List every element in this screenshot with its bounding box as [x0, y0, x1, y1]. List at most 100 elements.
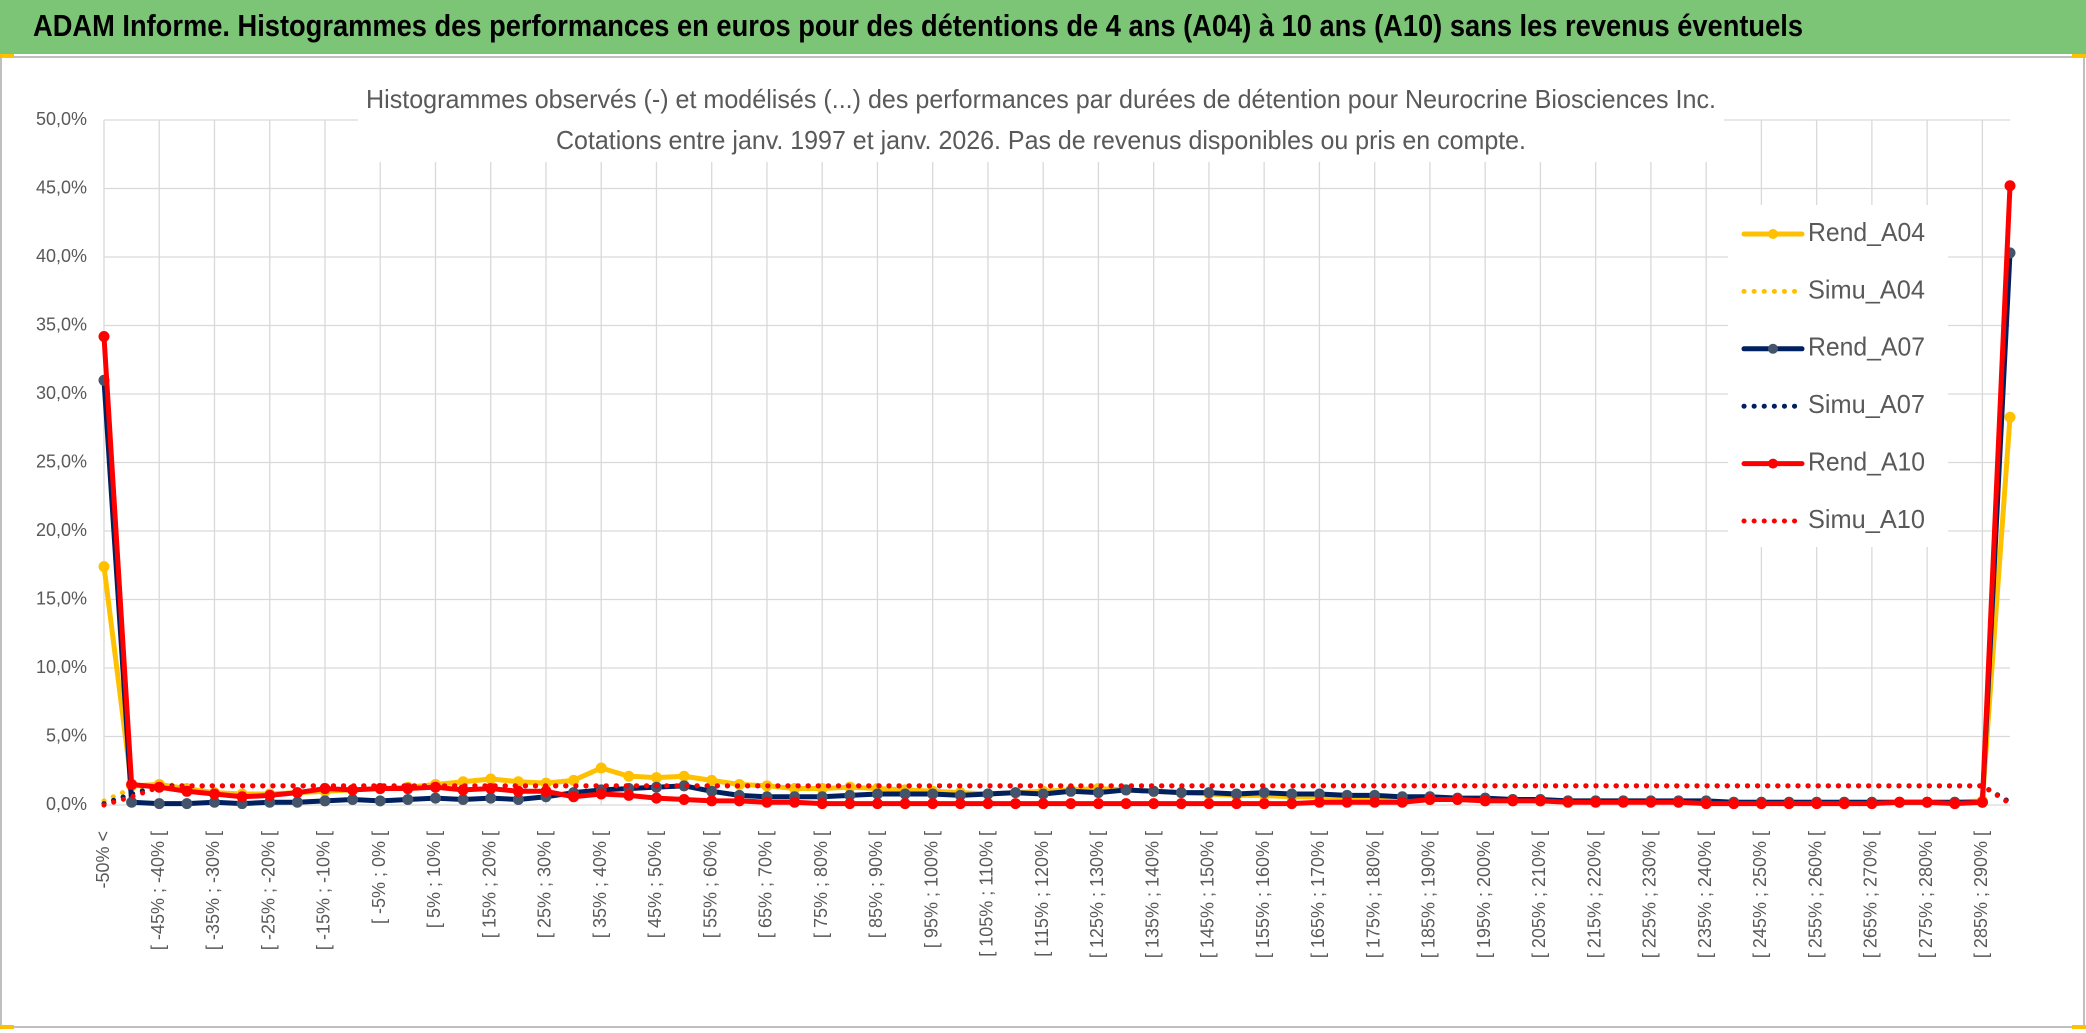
- marker: [1976, 796, 1988, 808]
- x-tick-label: [ 155% ; 160% [: [1253, 831, 1273, 958]
- marker: [595, 788, 607, 800]
- marker: [733, 795, 745, 807]
- marker: [1673, 796, 1685, 808]
- y-tick-label: 40,0%: [36, 246, 87, 266]
- marker: [126, 796, 138, 808]
- marker: [1755, 798, 1767, 810]
- marker: [2004, 411, 2016, 423]
- corner: [2072, 54, 2086, 58]
- x-tick-label: [ 125% ; 130% [: [1087, 831, 1107, 958]
- marker: [1175, 798, 1187, 810]
- legend-marker: [1768, 343, 1778, 354]
- marker: [871, 788, 883, 800]
- marker: [264, 789, 276, 801]
- marker: [1286, 798, 1298, 810]
- x-tick-label: [ 245% ; 250% [: [1750, 831, 1770, 958]
- marker: [319, 795, 331, 807]
- marker: [1010, 787, 1022, 799]
- marker: [1838, 798, 1850, 810]
- marker: [982, 788, 994, 800]
- x-tick-label: [ 115% ; 120% [: [1032, 831, 1052, 957]
- marker: [1590, 796, 1602, 808]
- y-tick-label: 10,0%: [36, 657, 87, 677]
- marker: [1148, 798, 1160, 810]
- marker: [1286, 788, 1298, 800]
- marker: [1120, 798, 1132, 810]
- marker: [402, 794, 414, 806]
- corner: [0, 54, 14, 58]
- marker: [457, 794, 469, 806]
- legend-label: Simu_A07: [1808, 389, 1925, 419]
- grid: -50% < [ -45% ; -40% [[ -35% ; -30% [[ -2…: [36, 109, 2010, 958]
- legend: Rend_A04 Simu_A04 Rend_A07 Simu_A07 Rend_A10…: [1728, 205, 1948, 547]
- marker: [927, 798, 939, 810]
- marker: [1479, 795, 1491, 807]
- marker: [1949, 798, 1961, 810]
- chart-title: Histogrammes observés (-) et modélisés (…: [366, 84, 1716, 114]
- marker: [236, 791, 248, 803]
- marker: [208, 788, 220, 800]
- x-tick-label: [ 175% ; 180% [: [1363, 831, 1383, 958]
- marker: [816, 798, 828, 810]
- marker: [1037, 788, 1049, 800]
- marker: [98, 330, 110, 342]
- marker: [899, 788, 911, 800]
- marker: [1258, 798, 1270, 810]
- marker: [623, 770, 635, 782]
- marker: [650, 772, 662, 784]
- y-tick-label: 0,0%: [46, 794, 87, 814]
- marker: [1866, 798, 1878, 810]
- marker: [291, 796, 303, 808]
- marker: [2004, 180, 2016, 192]
- x-tick-label: [ -35% ; -30% [: [203, 831, 223, 950]
- marker: [429, 792, 441, 804]
- marker: [595, 762, 607, 774]
- series-line: [101, 183, 2013, 807]
- marker: [1921, 796, 1933, 808]
- legend-marker: [1768, 458, 1778, 469]
- marker: [706, 795, 718, 807]
- x-tick-label: [ 235% ; 240% [: [1695, 831, 1715, 958]
- marker: [1231, 788, 1243, 800]
- marker: [1783, 798, 1795, 810]
- marker: [623, 789, 635, 801]
- x-tick-label: [ 15% ; 20% [: [479, 831, 499, 938]
- marker: [126, 778, 138, 790]
- x-tick-label: [ 35% ; 40% [: [590, 831, 610, 938]
- marker: [1700, 798, 1712, 810]
- marker: [871, 798, 883, 810]
- marker: [706, 774, 718, 786]
- marker: [568, 791, 580, 803]
- x-tick-label: [ -45% ; -40% [: [148, 831, 168, 950]
- y-tick-label: 30,0%: [36, 383, 87, 403]
- marker: [291, 787, 303, 799]
- chart-subtitle: Cotations entre janv. 1997 et janv. 2026…: [556, 125, 1526, 155]
- marker: [1728, 798, 1740, 810]
- x-tick-label: [ 215% ; 220% [: [1584, 831, 1604, 958]
- corner: [2072, 1025, 2086, 1029]
- marker: [1231, 798, 1243, 810]
- title-bar: [0, 0, 2086, 54]
- y-tick-label: 5,0%: [46, 725, 87, 745]
- x-tick-label: [ 135% ; 140% [: [1142, 831, 1162, 958]
- page-title: ADAM Informe. Histogrammes des performan…: [33, 8, 1803, 43]
- x-tick-label: [ 285% ; 290% [: [1971, 831, 1991, 958]
- marker: [1203, 798, 1215, 810]
- marker: [181, 785, 193, 797]
- x-tick-label: [ 25% ; 30% [: [535, 831, 555, 938]
- x-tick-label: [ 165% ; 170% [: [1308, 831, 1328, 958]
- legend-label: Simu_A10: [1808, 504, 1925, 534]
- marker: [678, 794, 690, 806]
- marker: [98, 561, 110, 573]
- legend-label: Rend_A04: [1808, 217, 1925, 247]
- x-tick-label: [ 55% ; 60% [: [700, 831, 720, 938]
- y-tick-label: 25,0%: [36, 451, 87, 471]
- legend-label: Simu_A04: [1808, 274, 1925, 304]
- x-tick-label: [ 5% ; 10% [: [424, 831, 444, 928]
- marker: [1010, 798, 1022, 810]
- legend-marker: [1768, 229, 1778, 239]
- marker: [1313, 796, 1325, 808]
- x-tick-label: [ 45% ; 50% [: [645, 831, 665, 938]
- marker: [927, 788, 939, 800]
